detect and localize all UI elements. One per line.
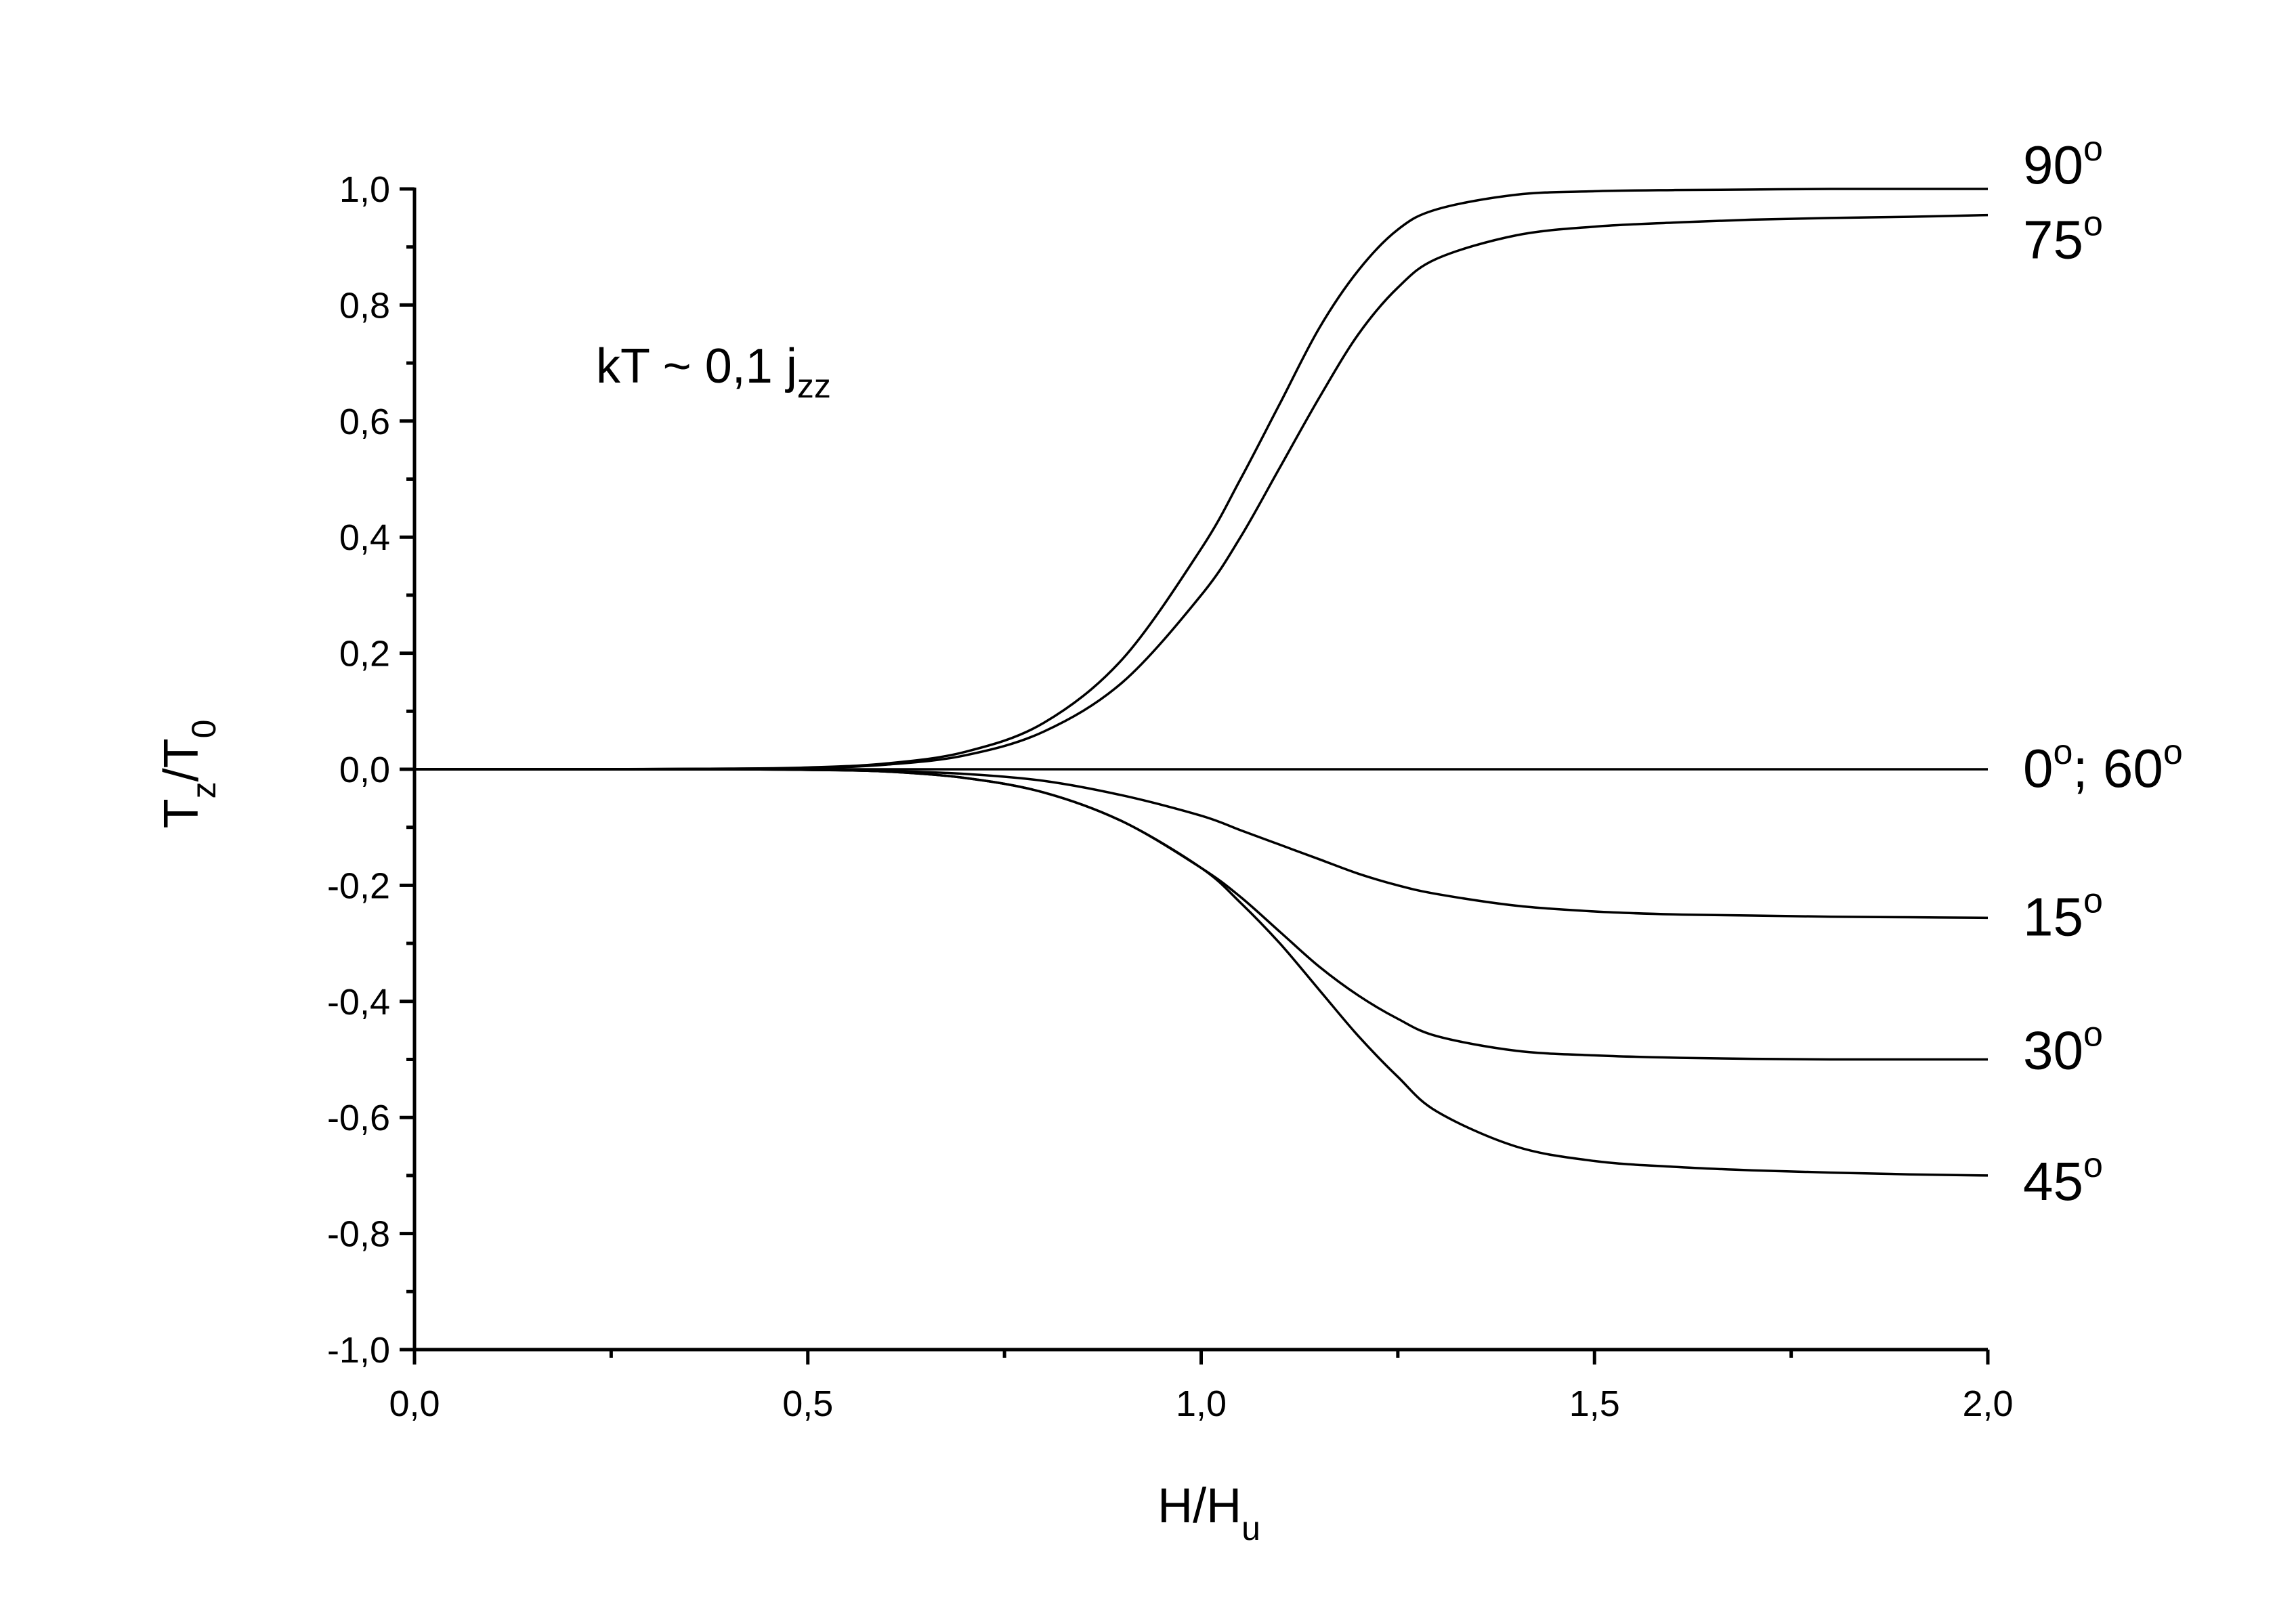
x-axis-title-base: H/H bbox=[1157, 1479, 1241, 1533]
series-label-value: 90 bbox=[2023, 135, 2083, 195]
series-line bbox=[414, 213, 1989, 771]
annotation-sub: zz bbox=[797, 367, 831, 405]
annotation: kT ~ 0,1 jzz bbox=[596, 339, 831, 405]
series-line bbox=[414, 768, 1989, 1177]
curves bbox=[414, 188, 1989, 1177]
y-tick-label: -1,0 bbox=[327, 1330, 390, 1371]
series-label: 15o bbox=[2023, 881, 2103, 947]
series-label-rest: ; 60 bbox=[2072, 738, 2163, 798]
series-label-degree: o bbox=[2083, 205, 2103, 244]
series-label: 0o; 60o bbox=[2023, 733, 2183, 798]
y-tick-label: 0,0 bbox=[339, 750, 390, 790]
series-label: 75o bbox=[2023, 205, 2103, 270]
series-label-degree: o bbox=[2083, 881, 2103, 920]
series-label-value: 45 bbox=[2023, 1151, 2083, 1211]
y-tick-label: -0,8 bbox=[327, 1214, 390, 1255]
x-tick-label: 0,5 bbox=[782, 1383, 833, 1424]
series-label-value: 75 bbox=[2023, 210, 2083, 270]
series-label: 30o bbox=[2023, 1015, 2103, 1081]
series-label: 90o bbox=[2023, 129, 2103, 195]
series-line bbox=[414, 768, 1989, 920]
series-label-value: 15 bbox=[2023, 886, 2083, 947]
series-label-degree: o bbox=[2083, 1146, 2103, 1185]
y-axis-title: Tz/T0 bbox=[154, 720, 223, 829]
x-axis-title: H/Hu bbox=[1157, 1479, 1260, 1547]
y-tick-label: -0,6 bbox=[327, 1098, 390, 1138]
series-line bbox=[414, 188, 1988, 771]
x-tick-label: 1,5 bbox=[1569, 1383, 1620, 1424]
x-tick-label: 1,0 bbox=[1176, 1383, 1227, 1424]
y-tick-label: 1,0 bbox=[339, 169, 390, 210]
y-tick-label: 0,6 bbox=[339, 402, 390, 442]
y-axis-title-sub1: z bbox=[185, 781, 223, 798]
y-tick-label: 0,8 bbox=[339, 285, 390, 326]
series-label-degree: o bbox=[2083, 1015, 2103, 1054]
y-axis-title-pre: T bbox=[154, 798, 209, 828]
y-tick-label: 0,4 bbox=[339, 517, 390, 558]
series-label-degree: o bbox=[2083, 129, 2103, 169]
tick-labels: 1,0 0,8 0,6 0,4 0,2 0,0 -0,2 -0,4 -0,6 -0,8 -1,0 0,… bbox=[327, 169, 2014, 1424]
series-label-value: 30 bbox=[2023, 1021, 2083, 1081]
x-tick-label: 2,0 bbox=[1962, 1383, 2013, 1424]
x-tick-label: 0,0 bbox=[389, 1383, 440, 1424]
y-tick-label: 0,2 bbox=[339, 634, 390, 674]
series-label-value: 0 bbox=[2023, 738, 2054, 798]
ticks bbox=[400, 187, 1990, 1365]
y-axis-title-mid: /T bbox=[154, 738, 209, 781]
series-label-degree: o bbox=[2163, 733, 2183, 772]
series-label: 45o bbox=[2023, 1146, 2103, 1211]
series-label-degree: o bbox=[2054, 733, 2073, 772]
y-axis-title-sub2: 0 bbox=[185, 720, 223, 739]
annotation-base: kT ~ 0,1 j bbox=[596, 339, 797, 393]
x-axis-title-sub: u bbox=[1241, 1509, 1260, 1547]
y-tick-label: -0,4 bbox=[327, 982, 390, 1023]
y-tick-label: -0,2 bbox=[327, 865, 390, 906]
